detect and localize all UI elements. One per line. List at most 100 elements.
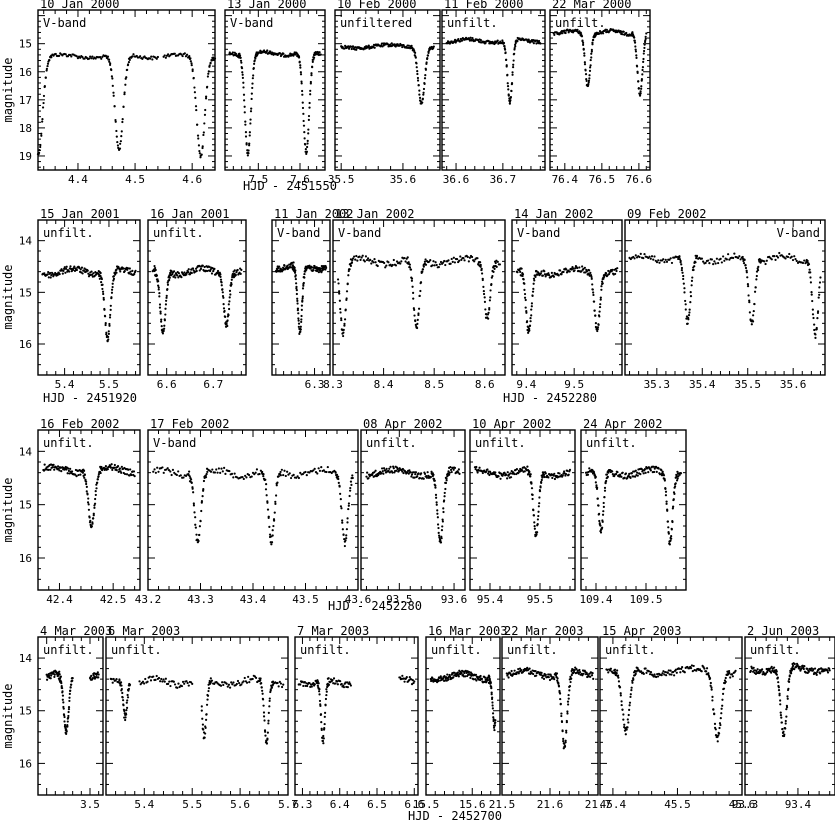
data-point: [195, 108, 198, 112]
data-point: [313, 467, 316, 470]
data-point: [596, 328, 599, 331]
data-point: [317, 467, 320, 470]
data-point: [365, 475, 368, 478]
data-point: [272, 524, 275, 528]
data-point: [236, 268, 239, 272]
data-point: [503, 48, 507, 51]
data-point: [394, 264, 398, 267]
data-point: [240, 683, 243, 686]
data-point: [197, 539, 200, 543]
data-point: [795, 259, 798, 263]
data-point: [119, 681, 123, 684]
data-point: [776, 256, 780, 259]
data-point: [87, 503, 90, 506]
x-tick-label: 36.7: [490, 173, 517, 186]
data-point: [416, 475, 419, 478]
data-point: [727, 253, 730, 256]
data-point: [739, 258, 742, 261]
data-point: [737, 256, 740, 260]
data-point: [109, 304, 112, 307]
data-point: [215, 468, 218, 471]
data-point: [249, 122, 252, 125]
data-point: [551, 476, 554, 480]
data-point: [47, 270, 50, 274]
data-point: [512, 59, 515, 62]
data-point: [64, 53, 67, 56]
data-point: [603, 486, 607, 489]
data-point: [405, 676, 408, 679]
data-point: [553, 477, 557, 481]
data-point: [443, 259, 446, 263]
data-point: [56, 465, 60, 468]
data-point: [670, 527, 673, 530]
data-point: [111, 84, 114, 87]
data-point: [279, 682, 283, 685]
data-point: [278, 680, 281, 683]
data-point: [433, 479, 436, 482]
data-point: [621, 471, 624, 474]
data-point: [311, 60, 314, 63]
data-point: [60, 685, 63, 688]
data-point: [108, 324, 111, 327]
data-point: [235, 682, 238, 686]
data-point: [599, 303, 602, 306]
data-point: [535, 42, 538, 45]
data-point: [641, 68, 644, 72]
data-point: [232, 681, 235, 684]
x-tick-label: 42.5: [100, 593, 127, 606]
data-point: [623, 476, 626, 479]
data-point: [484, 308, 487, 311]
data-point: [325, 470, 328, 474]
data-point: [639, 90, 642, 93]
data-point: [157, 676, 161, 680]
data-point: [164, 303, 168, 306]
data-point: [562, 270, 565, 274]
data-point: [585, 79, 588, 83]
panel-frame: [147, 429, 359, 591]
data-point: [531, 497, 534, 501]
data-point: [643, 253, 646, 256]
data-point: [634, 50, 638, 53]
data-point: [272, 519, 276, 522]
data-point: [486, 316, 489, 319]
data-point: [79, 268, 82, 271]
data-point: [205, 95, 208, 98]
data-point: [196, 134, 200, 137]
data-point: [121, 120, 124, 124]
data-point: [304, 270, 307, 273]
data-point: [679, 261, 682, 264]
data-point: [640, 85, 643, 88]
data-point: [95, 483, 98, 486]
data-point: [242, 680, 245, 683]
data-point: [341, 332, 344, 335]
data-point: [510, 89, 513, 93]
x-tick-label: 7.6: [290, 173, 310, 186]
data-point: [509, 95, 513, 99]
data-point: [325, 266, 328, 269]
data-point: [380, 471, 383, 475]
data-point: [302, 684, 305, 688]
data-point: [276, 681, 279, 685]
data-point: [391, 263, 394, 267]
data-point: [591, 41, 594, 44]
data-point: [104, 464, 108, 468]
data-point: [253, 473, 256, 476]
data-point: [188, 57, 192, 61]
data-point: [56, 273, 59, 277]
data-point: [759, 258, 762, 261]
data-point: [367, 477, 370, 480]
data-point: [637, 86, 640, 90]
data-point: [342, 334, 345, 338]
data-point: [120, 465, 123, 468]
data-point: [665, 502, 668, 505]
panel-title: 11 Feb 2000: [444, 0, 523, 11]
x-tick-label: 43.6: [345, 593, 372, 606]
panel-frame: [37, 636, 104, 796]
data-point: [213, 267, 216, 270]
data-point: [201, 264, 204, 267]
data-point: [99, 271, 102, 275]
data-point: [599, 296, 602, 299]
data-point: [597, 513, 600, 516]
data-point: [97, 676, 100, 679]
